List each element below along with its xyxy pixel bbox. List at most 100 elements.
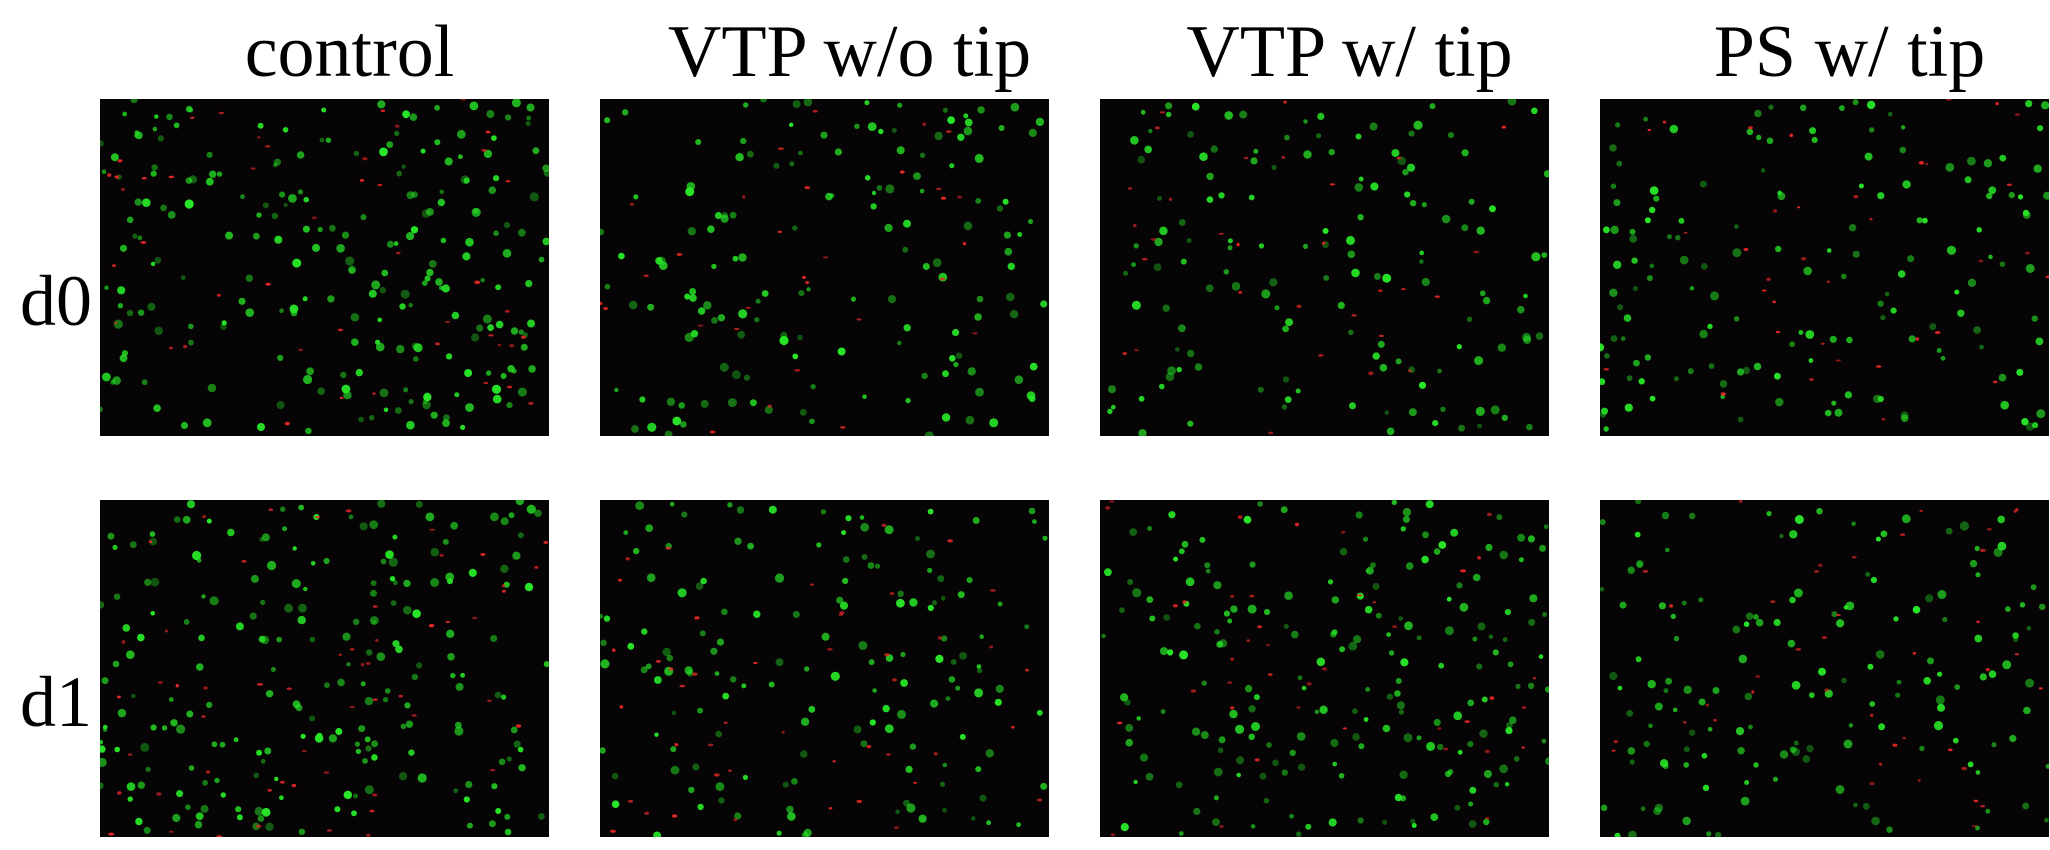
live-cell	[1544, 686, 1549, 693]
live-cell	[1643, 740, 1650, 748]
live-cell	[945, 696, 951, 701]
live-cell	[975, 198, 982, 204]
dead-cell	[323, 771, 330, 775]
dead-cell	[933, 752, 938, 756]
live-cell	[1251, 722, 1260, 731]
dead-cell	[1182, 600, 1187, 604]
live-cell	[1636, 559, 1644, 568]
live-cell	[1779, 750, 1789, 759]
live-cell	[348, 265, 357, 274]
live-cell	[1458, 424, 1465, 432]
live-cell	[114, 746, 120, 753]
live-cell	[1919, 745, 1925, 752]
live-cell	[2017, 194, 2024, 200]
live-cell	[680, 421, 687, 428]
dead-cell	[1993, 380, 1998, 384]
live-cell	[1952, 737, 1959, 744]
dead-cell	[1501, 125, 1507, 129]
live-cell	[513, 740, 521, 748]
dead-cell	[371, 793, 378, 797]
live-cell	[396, 170, 403, 177]
live-cell	[345, 256, 355, 266]
live-cell	[1007, 262, 1015, 271]
dead-cell	[474, 280, 481, 285]
dead-cell	[1105, 506, 1111, 510]
live-cell	[353, 793, 358, 799]
live-cell	[371, 620, 377, 625]
live-cell	[1370, 562, 1376, 568]
live-cell	[864, 175, 871, 181]
live-cell	[1654, 702, 1663, 711]
live-cell	[1541, 738, 1547, 744]
live-cell	[1843, 739, 1853, 749]
live-cell	[371, 754, 378, 761]
dead-cell	[1761, 289, 1767, 292]
live-cell	[1213, 767, 1223, 777]
live-cell	[1964, 176, 1972, 184]
live-cell	[202, 779, 208, 786]
live-cell	[964, 118, 973, 127]
live-cell	[1613, 199, 1621, 207]
column-label-vtp-with-tip: VTP w/ tip	[1186, 11, 1513, 93]
dead-cell	[428, 624, 435, 628]
live-cell	[747, 150, 754, 158]
live-cell	[1527, 682, 1535, 689]
dead-cell	[1268, 673, 1273, 676]
live-cell	[1352, 708, 1358, 714]
live-cell	[957, 591, 965, 599]
live-cell	[1223, 269, 1230, 275]
live-cell	[949, 355, 956, 362]
live-cell	[279, 191, 286, 198]
live-cell	[371, 280, 381, 290]
live-cell	[972, 517, 980, 524]
live-cell	[1131, 300, 1141, 310]
dead-cell	[394, 124, 400, 128]
live-cell	[1186, 238, 1192, 243]
live-cell	[1900, 414, 1909, 423]
live-cell	[1133, 779, 1138, 785]
live-cell	[289, 304, 299, 314]
dead-cell	[279, 780, 285, 784]
dead-cell	[366, 833, 371, 837]
live-cell	[1887, 112, 1893, 117]
live-cell	[295, 704, 303, 712]
micrograph-vtp-without-tip-d1	[600, 500, 1049, 837]
live-cell	[798, 290, 805, 297]
live-cell	[219, 741, 226, 748]
dead-cell	[1473, 250, 1480, 254]
live-cell	[221, 320, 227, 326]
live-cell	[1297, 763, 1306, 771]
live-cell	[749, 399, 757, 407]
live-cell	[1654, 803, 1664, 813]
live-cell	[1291, 630, 1299, 639]
live-cell	[399, 303, 406, 310]
live-cell	[1348, 329, 1354, 336]
live-cell	[1736, 368, 1745, 376]
live-cell	[1877, 395, 1884, 403]
live-cell	[1206, 172, 1214, 181]
live-cell	[1627, 747, 1636, 755]
micrograph-vtp-with-tip-d0	[1100, 99, 1549, 436]
live-cell	[451, 311, 460, 320]
live-cell	[1862, 802, 1870, 810]
live-cell	[1638, 378, 1645, 385]
live-cell	[927, 508, 934, 515]
dead-cell	[1378, 334, 1384, 337]
live-cell	[211, 741, 218, 748]
live-cell	[390, 600, 397, 606]
live-cell	[327, 295, 335, 303]
live-cell	[721, 608, 728, 616]
live-cell	[647, 303, 655, 311]
live-cell	[1355, 511, 1363, 519]
live-cell	[1698, 597, 1704, 603]
live-cell	[216, 171, 223, 177]
live-cell	[1908, 335, 1916, 343]
live-cell	[1601, 407, 1608, 415]
dead-cell	[805, 280, 810, 285]
dead-cell	[206, 770, 211, 774]
live-cell	[927, 604, 934, 611]
live-cell	[1373, 273, 1381, 280]
live-cell	[1880, 315, 1886, 321]
live-cell	[789, 122, 794, 127]
live-cell	[282, 526, 288, 532]
